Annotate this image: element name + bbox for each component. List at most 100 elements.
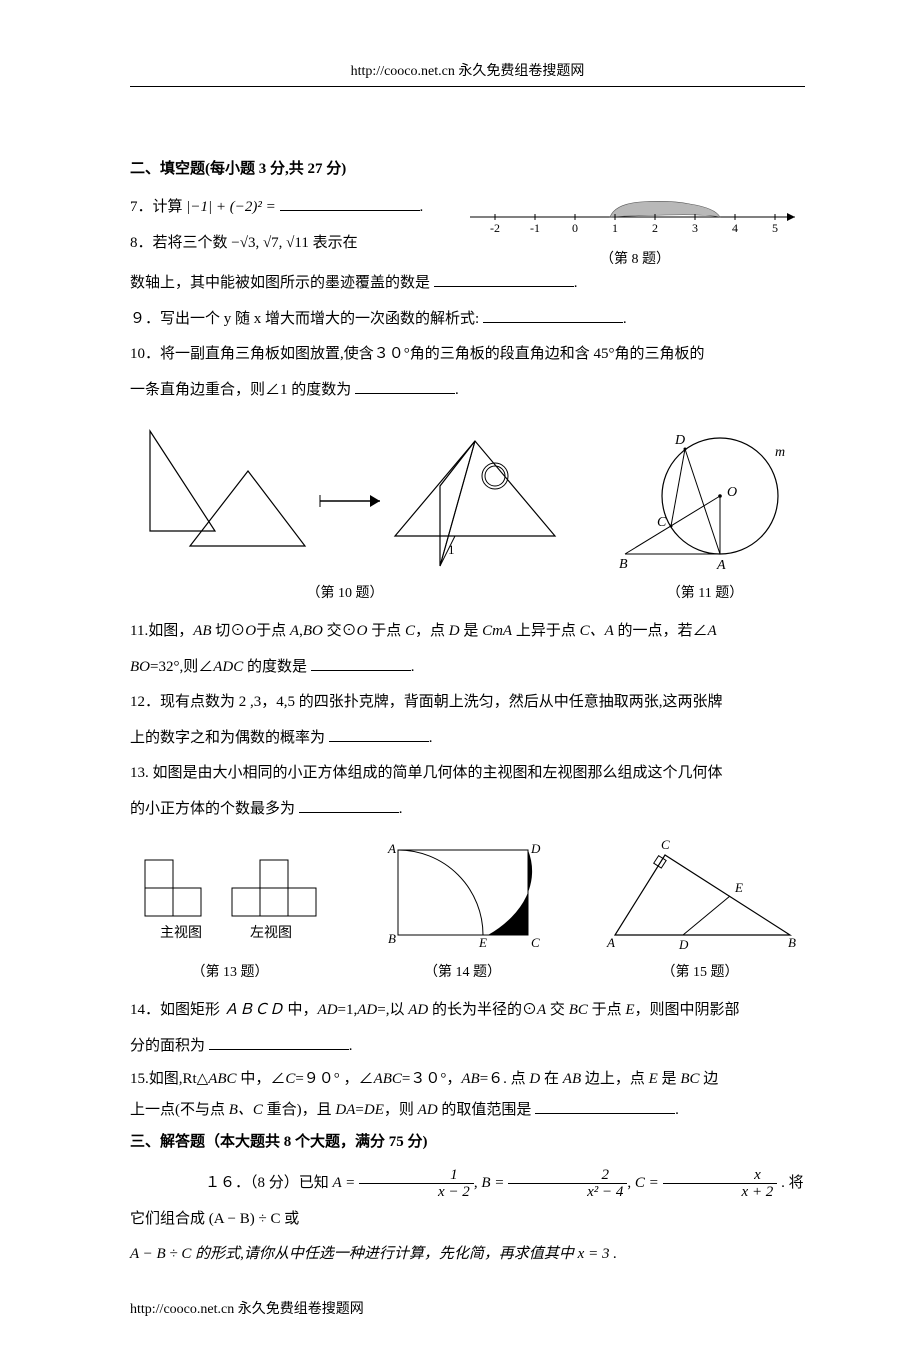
q8-prefix: 8．若将三个数 − bbox=[130, 235, 240, 251]
svg-text:4: 4 bbox=[732, 221, 738, 235]
q14-f: AD bbox=[357, 1002, 377, 1018]
q8-roots: √3, √7, √11 bbox=[240, 235, 309, 251]
q14-c: 中， bbox=[284, 1002, 318, 1018]
q11-l: C bbox=[405, 623, 415, 639]
fig8-caption: （第 8 题） bbox=[600, 248, 670, 268]
q11-e: 于点 bbox=[256, 623, 290, 639]
fig15-caption: （第 15 题） bbox=[662, 961, 739, 981]
q14-b: ＡＢＣＤ bbox=[224, 1002, 284, 1018]
q11-m: ，点 bbox=[415, 623, 449, 639]
q15-2c: 重合)，且 bbox=[263, 1102, 336, 1118]
svg-text:-2: -2 bbox=[490, 221, 500, 235]
svg-text:D: D bbox=[678, 937, 689, 952]
q15-2b: B、C bbox=[229, 1102, 263, 1118]
q14-blank bbox=[209, 1035, 349, 1050]
q16-Aden: x − 2 bbox=[359, 1184, 474, 1201]
q15-line2: 上一点(不与点 B、C 重合)，且 DA=DE，则 AD 的取值范围是 . bbox=[130, 1097, 805, 1124]
q14-l: BC bbox=[569, 1002, 588, 1018]
q12-line1: 12．现有点数为 2 ,3，4,5 的四张扑克牌，背面朝上洗匀，然后从中任意抽取… bbox=[130, 687, 805, 719]
q15-k: 在 bbox=[540, 1071, 563, 1087]
q15-i: =６. 点 bbox=[480, 1071, 530, 1087]
fig15-svg: A D B C E bbox=[595, 835, 805, 955]
q8-suffix: . bbox=[574, 275, 578, 291]
q11-a: 11.如图， bbox=[130, 623, 193, 639]
q16-Cden: x + 2 bbox=[663, 1184, 778, 1201]
section3-title: 三、解答题（本大题共 8 个大题，满分 75 分) bbox=[130, 1130, 805, 1151]
svg-text:B: B bbox=[388, 931, 396, 946]
fig14: A D B C E （第 14 题） bbox=[373, 835, 553, 981]
svg-text:左视图: 左视图 bbox=[250, 925, 292, 941]
fig14-caption: （第 14 题） bbox=[424, 961, 501, 981]
q11-d: O bbox=[245, 623, 256, 639]
q11-b: AB bbox=[193, 623, 211, 639]
svg-text:2: 2 bbox=[652, 221, 658, 235]
q14-line2: 分的面积为 . bbox=[130, 1031, 805, 1063]
svg-text:1: 1 bbox=[612, 221, 618, 235]
q14-j: A bbox=[537, 1002, 546, 1018]
q11-2d: 的度数是 bbox=[243, 659, 307, 675]
q15-e: =９０° ，∠ bbox=[295, 1071, 373, 1087]
fig8-numberline: -2 -1 0 1 2 3 4 5 bbox=[465, 192, 805, 242]
q16-l2: A − B ÷ C 的形式,请你从中任选一种进行计算，先化简，再求值其中 x =… bbox=[130, 1246, 617, 1262]
q11-line2: BO=32°,则∠ADC 的度数是 . bbox=[130, 652, 805, 684]
fig13-svg: 主视图 左视图 bbox=[130, 845, 330, 955]
svg-text:3: 3 bbox=[692, 221, 698, 235]
q15-p: BC bbox=[680, 1071, 699, 1087]
q15-q: 边 bbox=[699, 1071, 718, 1087]
q13-suffix: . bbox=[399, 801, 403, 817]
q8-l2-prefix: 数轴上，其中能被如图所示的墨迹覆盖的数是 bbox=[130, 275, 430, 291]
q13-line1: 13. 如图是由大小相同的小正方体组成的简单几何体的主视图和左视图那么组成这个几… bbox=[130, 758, 805, 790]
q11-2a: BO bbox=[130, 659, 150, 675]
q7: 7．计算 |−1| + (−2)² = . bbox=[130, 192, 465, 224]
q15-n: E bbox=[649, 1071, 658, 1087]
q7-suffix: . bbox=[420, 199, 424, 215]
q15-2h: AD bbox=[418, 1102, 438, 1118]
q15-f: ABC bbox=[374, 1071, 402, 1087]
q15-b: ABC bbox=[208, 1071, 236, 1087]
q8-blank bbox=[434, 272, 574, 287]
q16-c2: , bbox=[627, 1175, 635, 1191]
q13-l2: 的小正方体的个数最多为 bbox=[130, 801, 295, 817]
svg-text:-1: -1 bbox=[530, 221, 540, 235]
q12-l2: 上的数字之和为偶数的概率为 bbox=[130, 730, 325, 746]
q15-2a: 上一点(不与点 bbox=[130, 1102, 229, 1118]
q11-q: 上异于点 bbox=[512, 623, 580, 639]
q14-line1: 14．如图矩形 ＡＢＣＤ 中，AD=1,AD=,以 AD 的长为半径的⊙A 交 … bbox=[130, 995, 805, 1027]
q15-o: 是 bbox=[658, 1071, 681, 1087]
q7-expr: |−1| + (−2)² = bbox=[186, 199, 275, 215]
svg-text:5: 5 bbox=[772, 221, 778, 235]
q12-line2: 上的数字之和为偶数的概率为 . bbox=[130, 723, 805, 755]
header-url: http://cooco.net.cn 永久免费组卷搜题网 bbox=[130, 60, 805, 80]
svg-text:E: E bbox=[734, 880, 743, 895]
q15-2g: ，则 bbox=[384, 1102, 418, 1118]
q11-k: 于点 bbox=[367, 623, 405, 639]
q16-Cnum: x bbox=[663, 1167, 778, 1185]
footer-url: http://cooco.net.cn 永久免费组卷搜题网 bbox=[130, 1298, 805, 1318]
svg-text:C: C bbox=[661, 837, 670, 852]
q16-B: B = bbox=[481, 1175, 504, 1191]
q11-line1: 11.如图，AB 切⊙O于点 A,BO 交⊙O 于点 C，点 D 是 CmA 上… bbox=[130, 616, 805, 648]
fig11-caption: （第 11 题） bbox=[667, 582, 743, 602]
q14-n: E bbox=[625, 1002, 634, 1018]
svg-text:0: 0 bbox=[572, 221, 578, 235]
q14-k: 交 bbox=[546, 1002, 569, 1018]
q10-blank bbox=[355, 379, 455, 394]
q11-t: A bbox=[708, 623, 717, 639]
q14-m: 于点 bbox=[588, 1002, 626, 1018]
q10-line1: 10．将一副直角三角板如图放置,使含３０°角的三角板的段直角边和含 45°角的三… bbox=[130, 339, 805, 371]
q13-blank bbox=[299, 798, 399, 813]
q15-line1: 15.如图,Rt△ABC 中，∠C=９０° ，∠ABC=３０°，AB=６. 点 … bbox=[130, 1066, 805, 1093]
svg-text:A: A bbox=[387, 841, 396, 856]
fig8: -2 -1 0 1 2 3 4 5 （第 8 题） bbox=[465, 192, 805, 268]
q11-f: A bbox=[290, 623, 299, 639]
fig11: O C D m B A （第 11 题） bbox=[605, 416, 805, 602]
fig13-caption: （第 13 题） bbox=[192, 961, 269, 981]
svg-text:主视图: 主视图 bbox=[160, 925, 202, 941]
q9: ９．写出一个 y 随 x 增大而增大的一次函数的解析式: . bbox=[130, 304, 805, 336]
q11-i: 交⊙ bbox=[323, 623, 357, 639]
q16-Cfrac: xx + 2 bbox=[663, 1167, 778, 1201]
q15-2e: = bbox=[355, 1102, 363, 1118]
q11-p: CmA bbox=[482, 623, 512, 639]
fig14-svg: A D B C E bbox=[373, 835, 553, 955]
svg-text:D: D bbox=[674, 433, 685, 448]
